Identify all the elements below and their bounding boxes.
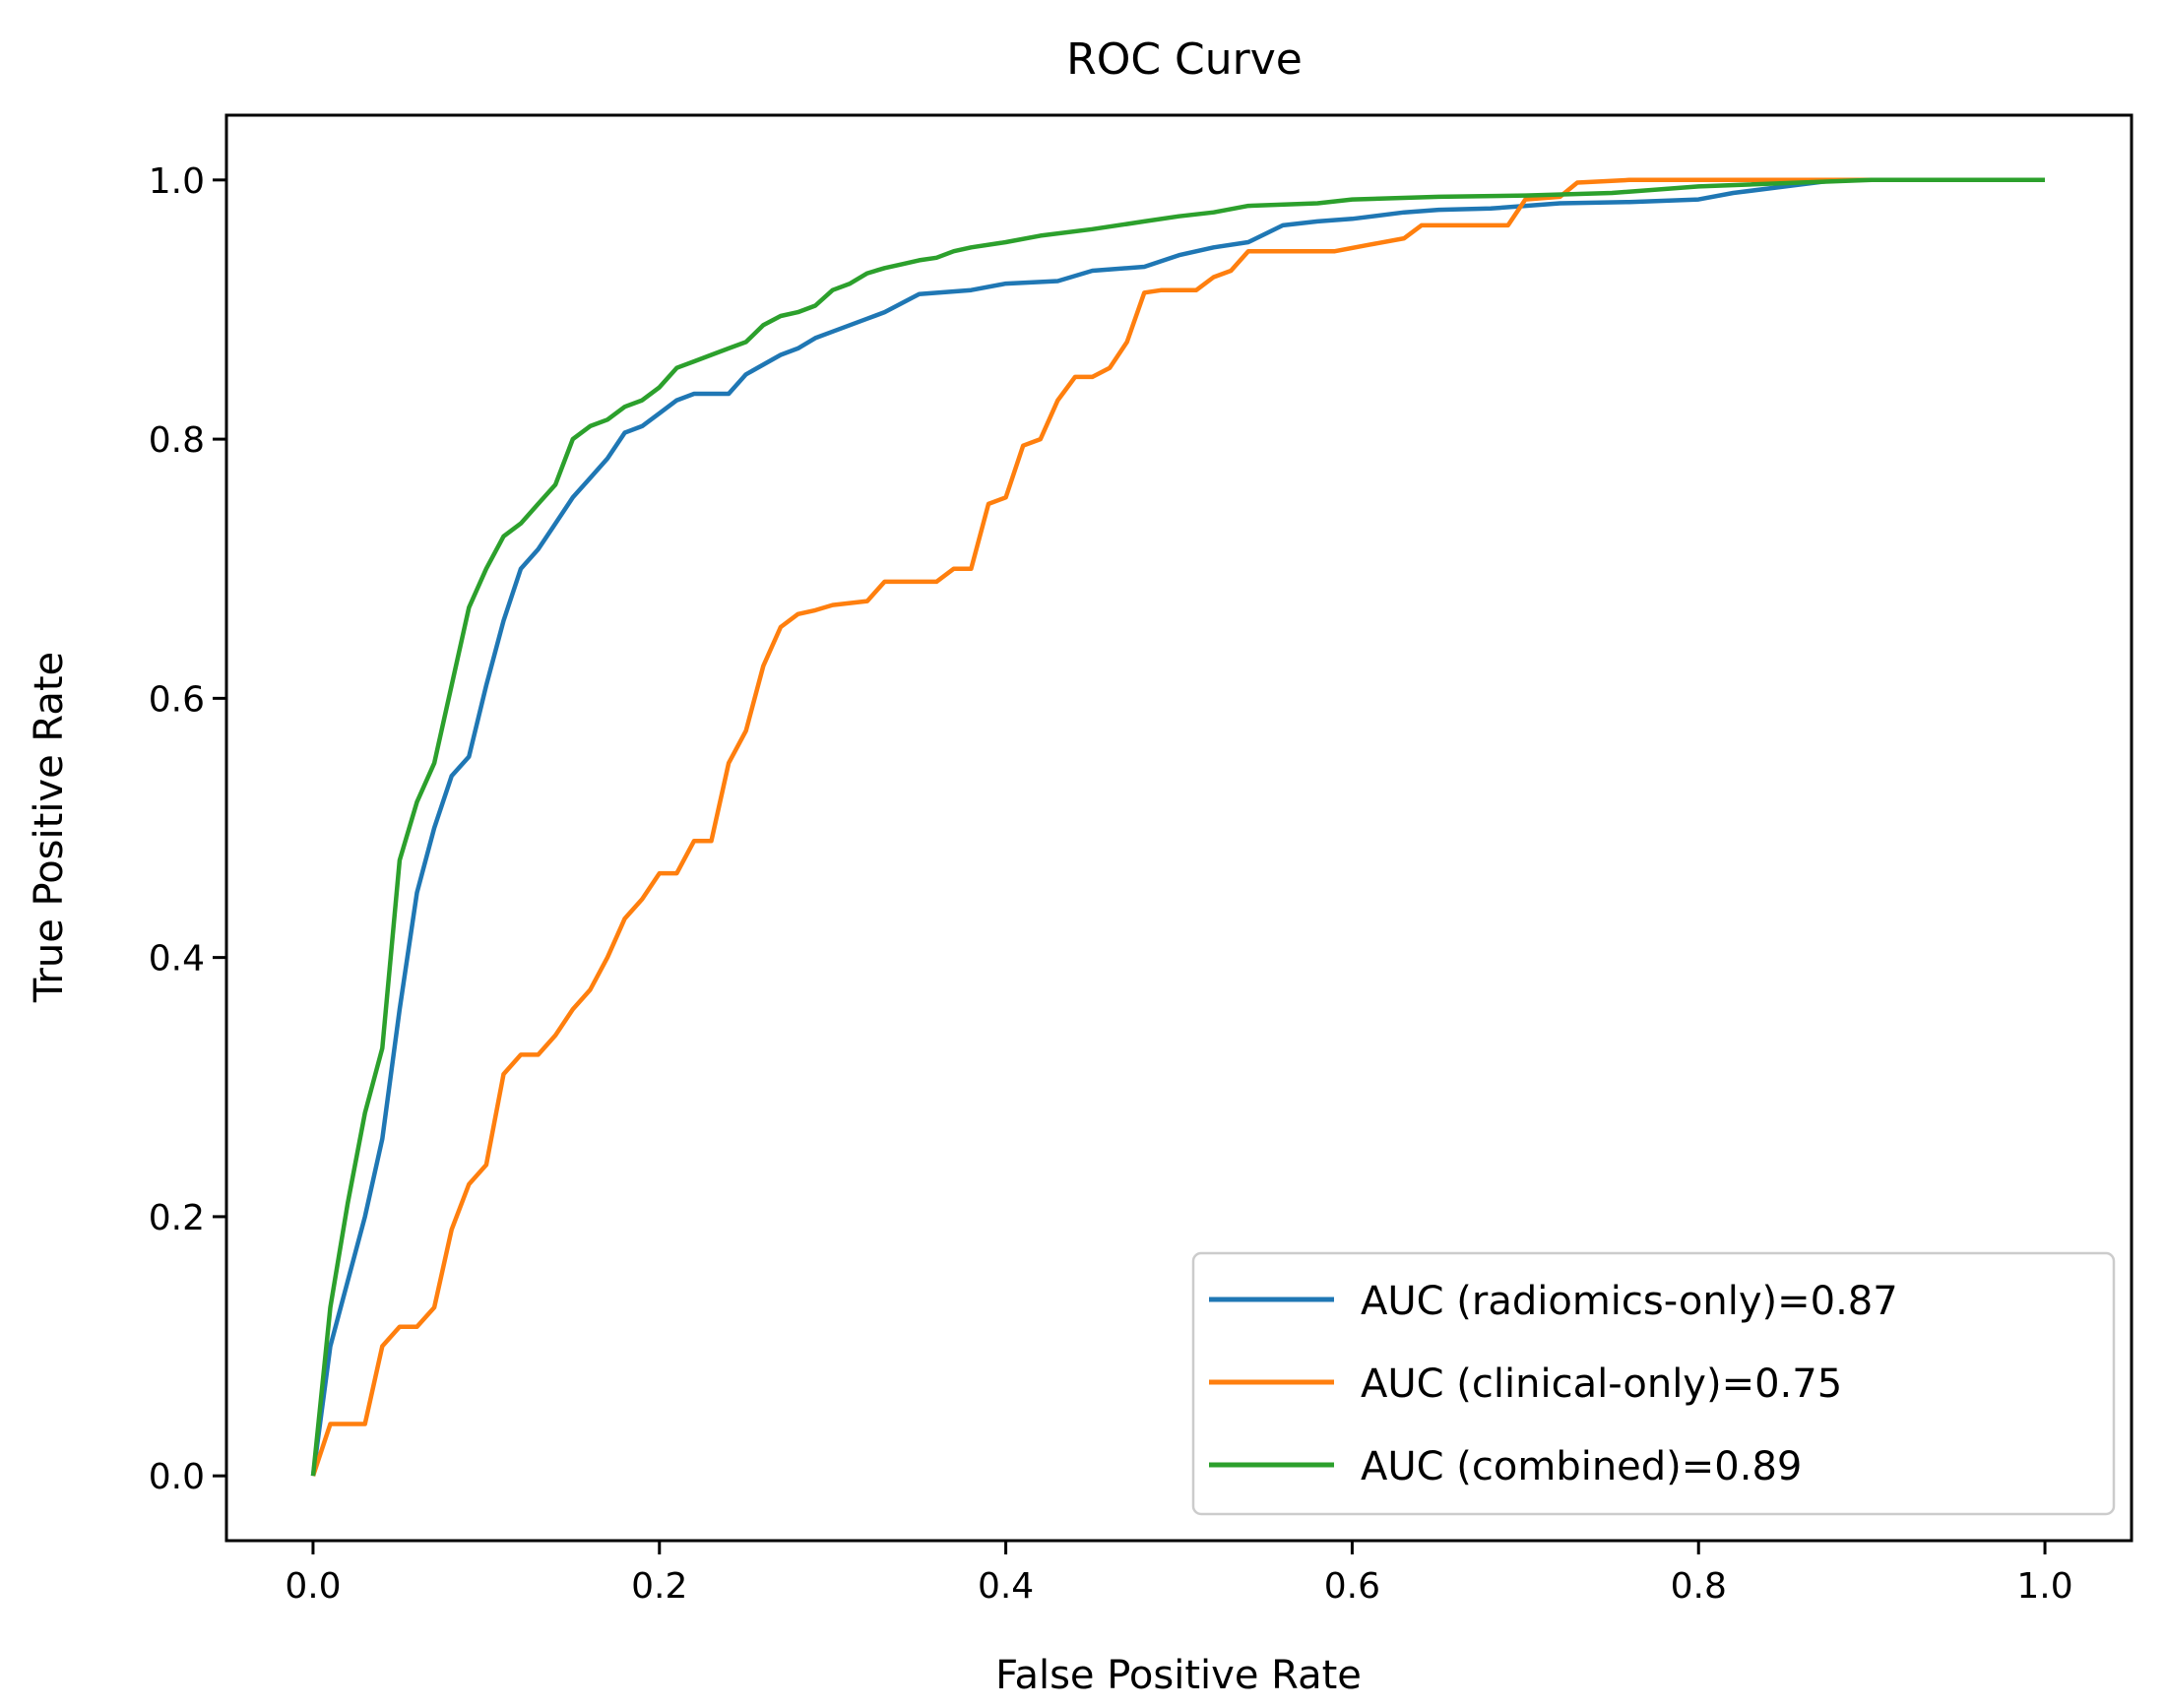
y-tick-label: 1.0 [149, 161, 205, 202]
x-tick-label: 0.8 [1671, 1566, 1727, 1607]
x-tick-label: 0.2 [631, 1566, 687, 1607]
x-tick-label: 0.6 [1324, 1566, 1380, 1607]
y-tick-label: 0.2 [149, 1198, 205, 1238]
legend-label-clinical: AUC (clinical-only)=0.75 [1361, 1361, 1842, 1407]
y-tick-label: 0.0 [149, 1457, 205, 1497]
x-tick-label: 0.4 [978, 1566, 1034, 1607]
legend-label-combined: AUC (combined)=0.89 [1361, 1444, 1802, 1489]
axis-ticks: 0.0 0.2 0.4 0.6 0.8 1.0 0.0 0.2 0.4 0.6 0.8 1.0 [149, 161, 2073, 1607]
series-line-1 [310, 177, 2045, 1477]
y-tick-label: 0.4 [149, 939, 205, 980]
legend-label-radiomics: AUC (radiomics-only)=0.87 [1361, 1279, 1898, 1324]
x-axis-label: False Positive Rate [995, 1653, 1362, 1698]
chart-title: ROC Curve [1066, 34, 1303, 85]
x-tick-label: 1.0 [2016, 1566, 2072, 1607]
plot-area [310, 177, 2045, 1477]
y-tick-label: 0.8 [149, 420, 205, 461]
series-line-2 [310, 177, 2045, 1477]
y-tick-label: 0.6 [149, 679, 205, 720]
plot-frame [224, 113, 2133, 1543]
legend: AUC (radiomics-only)=0.87 AUC (clinical-… [1191, 1251, 2116, 1516]
series-line-0 [310, 177, 2045, 1477]
x-tick-label: 0.0 [285, 1566, 341, 1607]
legend-box [1191, 1251, 2116, 1516]
y-axis-label: True Positive Rate [27, 652, 72, 1003]
